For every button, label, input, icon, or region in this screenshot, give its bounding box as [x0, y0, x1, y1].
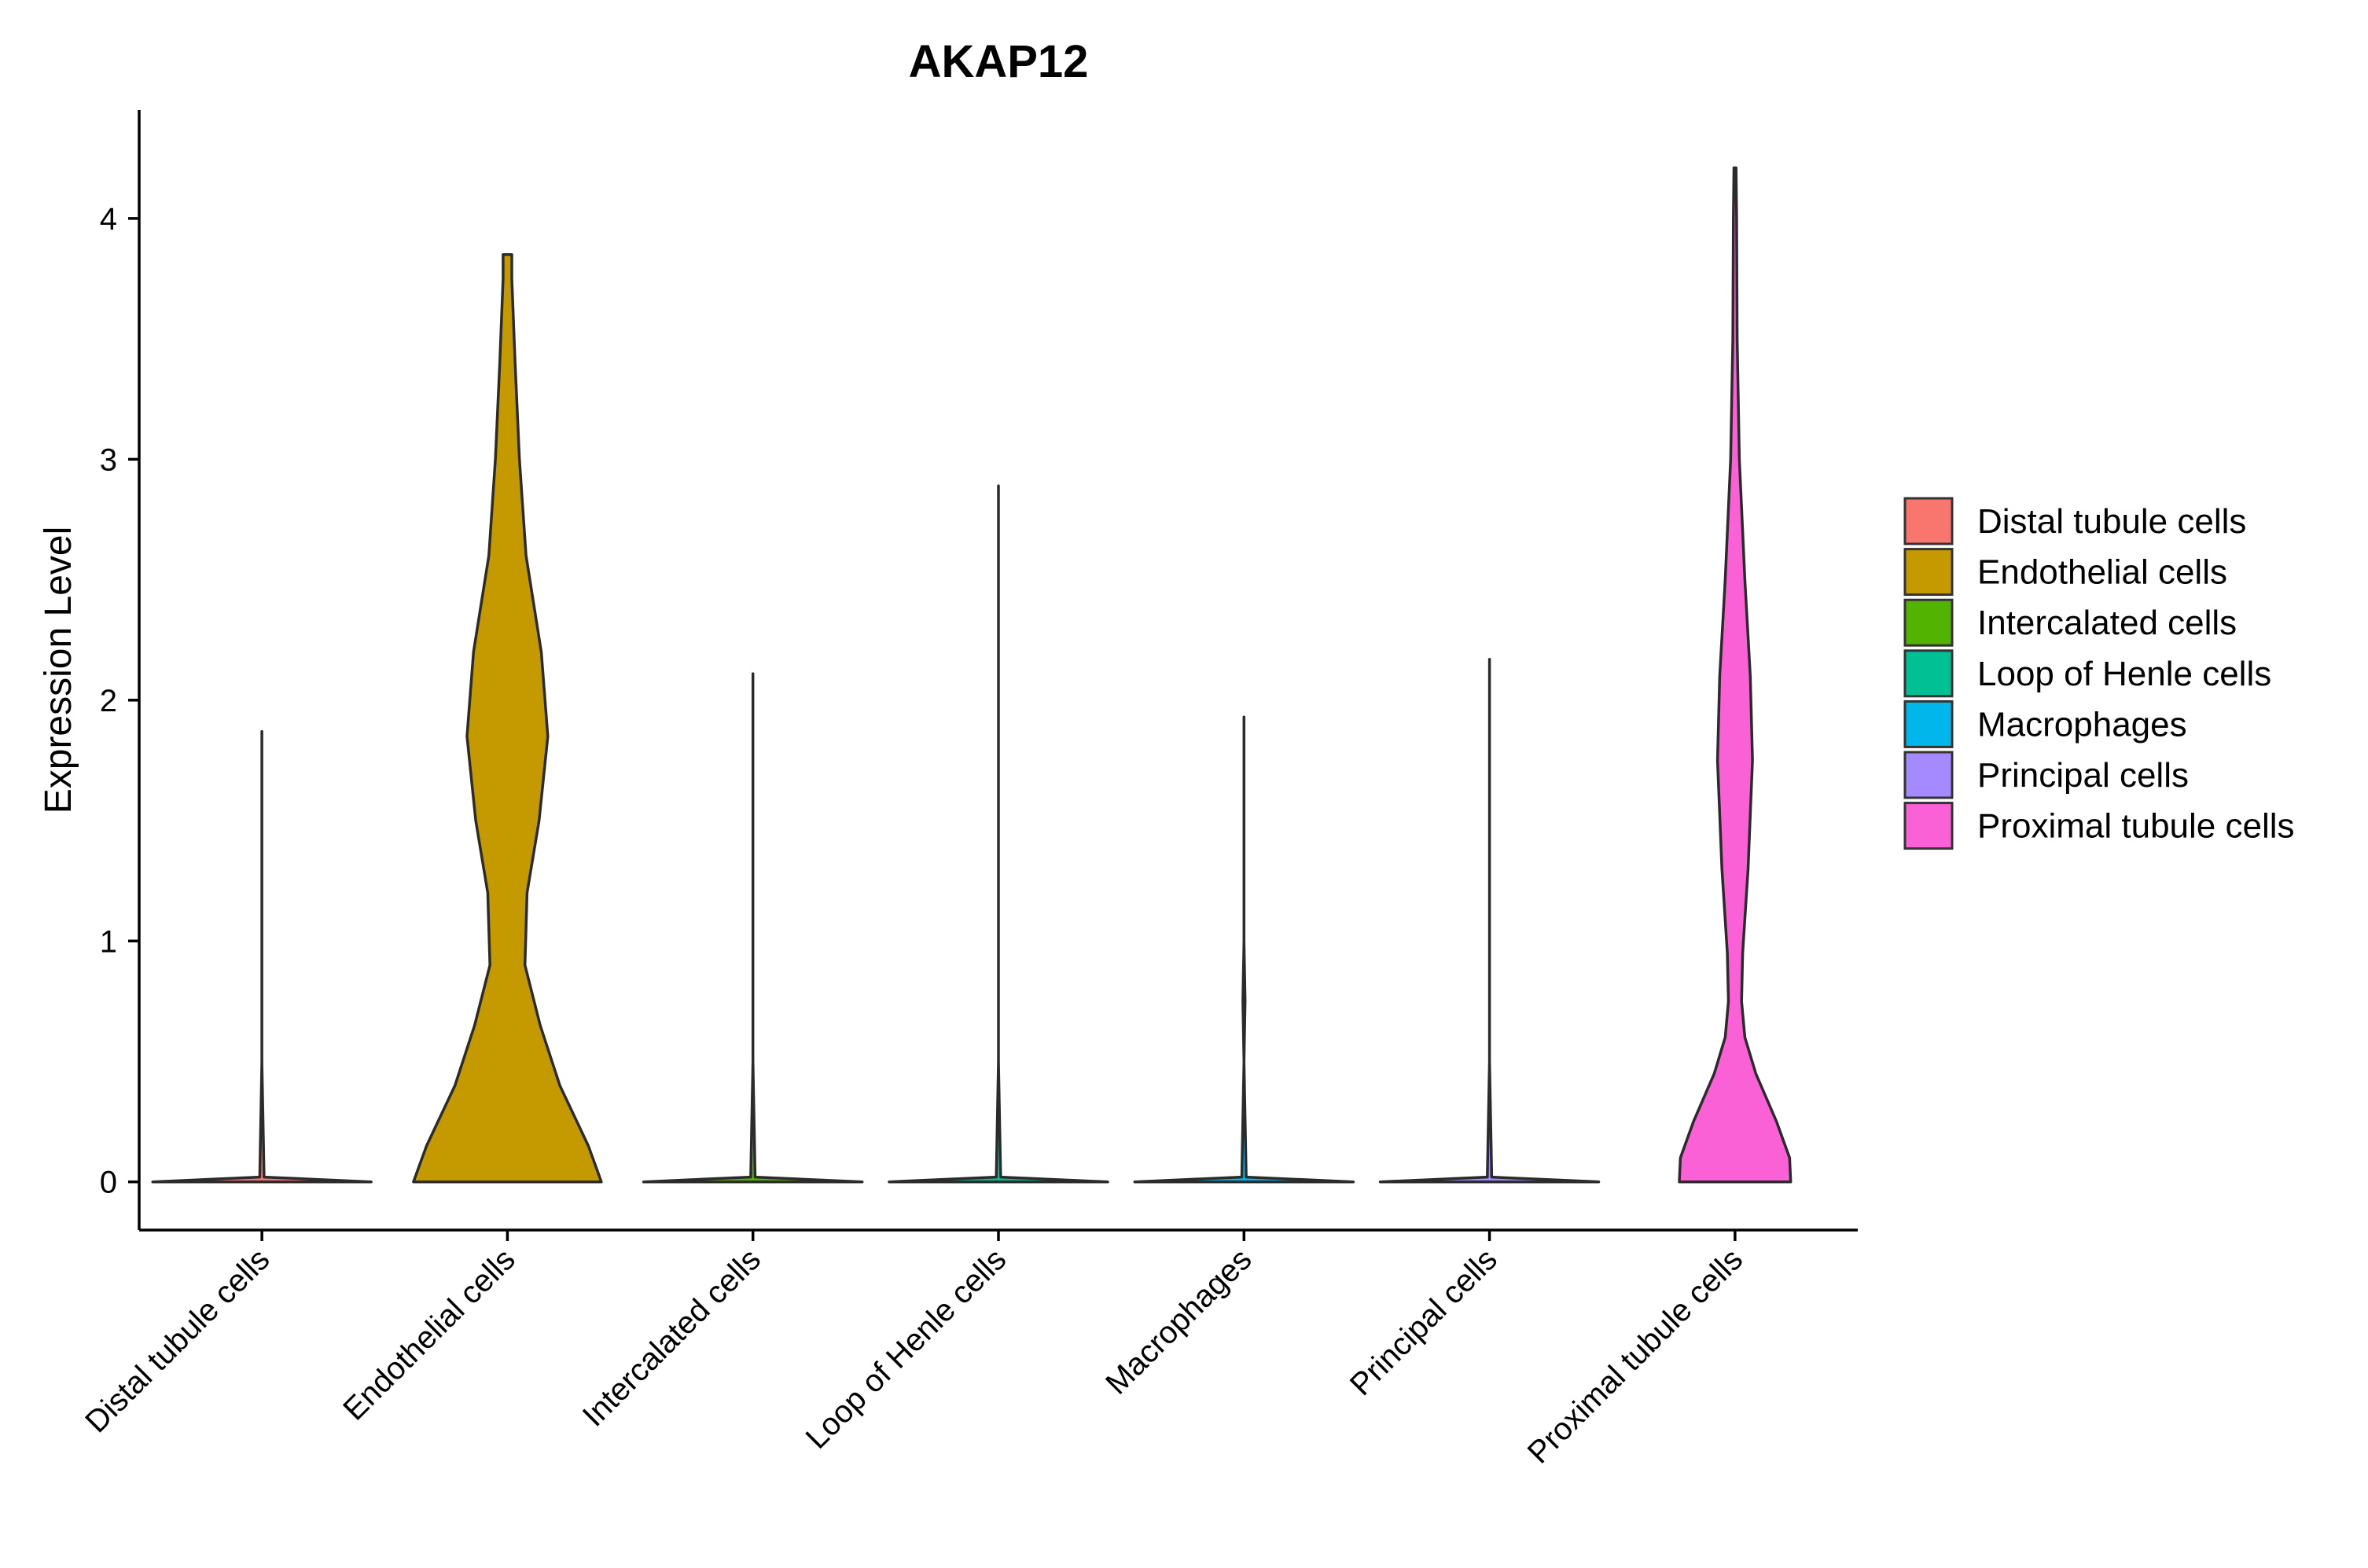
- y-tick-label: 2: [100, 684, 117, 718]
- x-tick-label: Macrophages: [1099, 1242, 1258, 1401]
- legend-label: Intercalated cells: [1977, 604, 2237, 642]
- y-tick-label: 1: [100, 924, 117, 959]
- y-tick-label: 3: [100, 442, 117, 477]
- legend-key: [1903, 598, 1954, 647]
- y-ticks: 0 1 2 3 4: [100, 202, 139, 1200]
- legend-key: [1903, 700, 1954, 748]
- x-tick-label: Loop of Henle cells: [800, 1242, 1013, 1456]
- legend-label: Endothelial cells: [1977, 553, 2227, 592]
- violin-2: [412, 253, 603, 1184]
- legend-key: [1903, 751, 1954, 799]
- legend-key: [1903, 649, 1954, 698]
- legend-key: [1903, 548, 1954, 597]
- legend-label: Principal cells: [1977, 756, 2189, 795]
- violin-7: [1678, 166, 1793, 1184]
- legend-label: Proximal tubule cells: [1977, 807, 2295, 846]
- legend-key: [1903, 802, 1954, 850]
- legend-key: [1903, 497, 1954, 545]
- violin-layer: [151, 166, 1793, 1184]
- legend-label: Distal tubule cells: [1977, 502, 2246, 541]
- violin-5: [1133, 715, 1355, 1184]
- x-tick-label: Proximal tubule cells: [1521, 1242, 1749, 1470]
- y-tick-label: 0: [100, 1166, 117, 1200]
- legend-label: Loop of Henle cells: [1977, 655, 2271, 693]
- violin-6: [1378, 657, 1601, 1184]
- x-ticks: Distal tubule cells Endothelial cells Inte…: [79, 1230, 1749, 1471]
- y-tick-label: 4: [100, 202, 117, 237]
- violin-3: [642, 672, 864, 1184]
- x-tick-label: Intercalated cells: [576, 1242, 767, 1433]
- violin-1: [151, 729, 373, 1184]
- violin-4: [888, 484, 1109, 1184]
- x-tick-label: Distal tubule cells: [79, 1242, 276, 1439]
- legend: Distal tubule cells Endothelial cells Inte…: [1903, 497, 2295, 850]
- y-axis-label: Expression Level: [38, 527, 79, 814]
- x-tick-label: Principal cells: [1344, 1242, 1504, 1402]
- x-tick-label: Endothelial cells: [336, 1242, 522, 1427]
- chart-title: AKAP12: [909, 36, 1089, 87]
- legend-label: Macrophages: [1977, 705, 2187, 744]
